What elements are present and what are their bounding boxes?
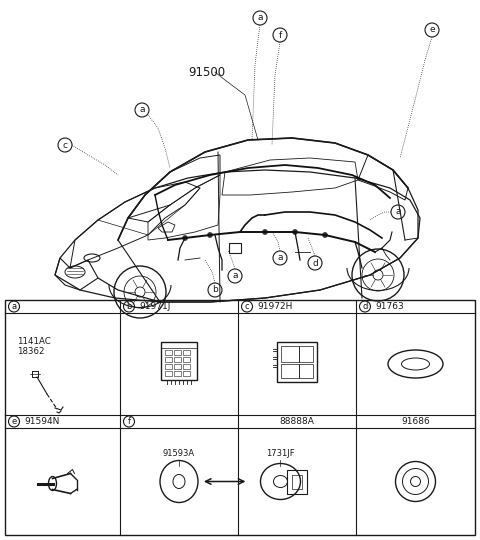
Text: a: a: [12, 302, 17, 311]
Bar: [165, 357, 172, 362]
Text: 18362: 18362: [17, 348, 45, 356]
Text: a: a: [232, 272, 238, 280]
Bar: [292, 475, 302, 489]
Text: c: c: [245, 302, 249, 311]
Text: 88888A: 88888A: [279, 417, 314, 426]
Text: f: f: [278, 30, 282, 39]
Circle shape: [263, 230, 267, 234]
Text: f: f: [128, 417, 131, 426]
Bar: [183, 350, 190, 355]
Bar: [174, 364, 181, 369]
Text: 1731JF: 1731JF: [266, 449, 295, 458]
Bar: [281, 346, 299, 362]
Text: e: e: [429, 25, 435, 35]
Text: d: d: [362, 302, 368, 311]
Bar: [161, 342, 197, 348]
Bar: [183, 371, 190, 376]
Text: 91500: 91500: [188, 65, 225, 78]
Text: a: a: [139, 105, 145, 114]
Bar: [287, 469, 307, 494]
Bar: [183, 357, 190, 362]
Circle shape: [292, 230, 298, 234]
Text: 91972H: 91972H: [257, 302, 292, 311]
Text: a: a: [395, 207, 401, 217]
Text: e: e: [12, 417, 17, 426]
Text: 91594N: 91594N: [24, 417, 60, 426]
Bar: [5, 300, 475, 535]
Bar: [165, 364, 172, 369]
Bar: [299, 346, 313, 362]
Text: 91763: 91763: [375, 302, 404, 311]
Bar: [174, 371, 181, 376]
Text: b: b: [126, 302, 132, 311]
Bar: [165, 350, 172, 355]
Text: 91686: 91686: [401, 417, 430, 426]
Text: a: a: [257, 14, 263, 23]
Bar: [161, 342, 197, 380]
Bar: [174, 350, 181, 355]
Text: 91971J: 91971J: [139, 302, 170, 311]
Bar: [229, 243, 241, 253]
Bar: [165, 371, 172, 376]
Bar: [174, 357, 181, 362]
Text: 91593A: 91593A: [163, 449, 195, 458]
Text: d: d: [312, 259, 318, 267]
Bar: [183, 364, 190, 369]
Circle shape: [182, 235, 188, 240]
Circle shape: [207, 233, 213, 238]
Bar: [299, 364, 313, 378]
Text: b: b: [212, 286, 218, 294]
Text: 1141AC: 1141AC: [17, 338, 51, 347]
Circle shape: [323, 233, 327, 238]
Text: a: a: [277, 253, 283, 262]
Bar: [277, 342, 317, 382]
Bar: [281, 364, 299, 378]
Text: c: c: [62, 140, 68, 150]
